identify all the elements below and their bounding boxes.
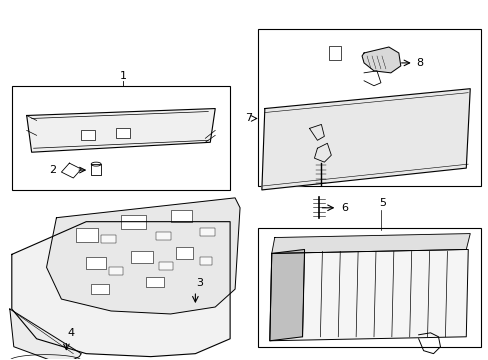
Text: 6: 6 bbox=[341, 203, 347, 213]
Text: 1: 1 bbox=[119, 71, 126, 81]
Polygon shape bbox=[271, 234, 469, 253]
Bar bbox=[170, 210, 192, 222]
Bar bbox=[257, 29, 480, 186]
Bar bbox=[158, 262, 172, 270]
Bar bbox=[76, 228, 98, 242]
Text: 3: 3 bbox=[196, 278, 203, 288]
Bar bbox=[200, 257, 212, 265]
Bar bbox=[328, 46, 341, 60]
Polygon shape bbox=[10, 309, 81, 360]
Polygon shape bbox=[27, 109, 215, 152]
Bar bbox=[86, 257, 106, 269]
Bar bbox=[12, 86, 230, 190]
Polygon shape bbox=[269, 249, 468, 341]
Bar bbox=[145, 277, 163, 287]
Text: 7: 7 bbox=[244, 113, 251, 123]
Text: 4: 4 bbox=[67, 328, 74, 338]
Bar bbox=[175, 247, 193, 260]
Polygon shape bbox=[12, 222, 230, 357]
Bar bbox=[116, 129, 130, 138]
Polygon shape bbox=[262, 89, 469, 190]
Bar bbox=[155, 231, 170, 239]
Bar bbox=[121, 215, 145, 229]
Text: 2: 2 bbox=[49, 165, 56, 175]
Polygon shape bbox=[46, 198, 240, 314]
Bar bbox=[131, 251, 152, 264]
Text: 8: 8 bbox=[416, 58, 423, 68]
Ellipse shape bbox=[91, 162, 101, 166]
Polygon shape bbox=[361, 47, 400, 73]
Bar bbox=[81, 130, 95, 140]
Bar bbox=[101, 235, 116, 243]
Bar bbox=[200, 228, 215, 235]
Polygon shape bbox=[269, 249, 304, 341]
Bar bbox=[109, 267, 122, 275]
Bar bbox=[257, 228, 480, 347]
Text: 5: 5 bbox=[378, 198, 385, 208]
Bar bbox=[91, 284, 109, 294]
